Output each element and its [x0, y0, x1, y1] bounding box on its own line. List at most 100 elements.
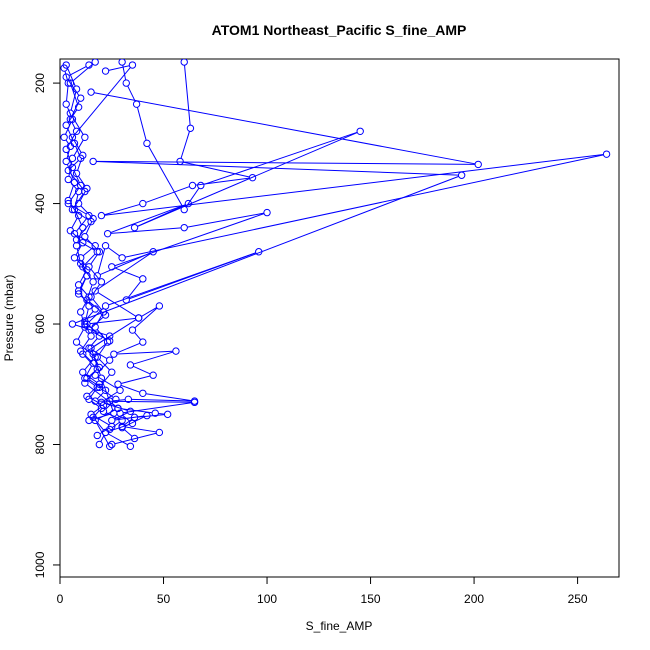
- data-point: [74, 290, 83, 298]
- series-segment: [124, 416, 145, 427]
- series-segment: [105, 401, 114, 410]
- data-point: [81, 133, 89, 142]
- data-point: [97, 278, 106, 286]
- series-segment: [90, 338, 98, 347]
- series-segment: [145, 186, 190, 203]
- data-point: [151, 409, 159, 417]
- series-segment: [66, 152, 72, 165]
- data-point: [72, 169, 81, 178]
- series-segment: [66, 86, 69, 102]
- series-segment: [78, 223, 90, 238]
- data-point: [356, 127, 364, 135]
- data-point: [248, 173, 257, 182]
- data-point: [155, 428, 164, 437]
- series-segment: [76, 217, 88, 232]
- series-segment: [80, 286, 88, 295]
- series-segment: [136, 107, 147, 141]
- data-point: [139, 199, 147, 208]
- y-tick-label: 400: [33, 193, 47, 213]
- data-point: [101, 67, 110, 75]
- data-point: [97, 211, 106, 220]
- data-point: [95, 332, 104, 340]
- data-point: [105, 356, 114, 364]
- data-point: [139, 389, 147, 397]
- series-segment: [97, 376, 118, 390]
- data-point: [77, 94, 85, 102]
- data-point: [110, 350, 118, 358]
- series-segment: [80, 205, 92, 217]
- series-segment: [82, 338, 90, 349]
- data-point: [62, 73, 70, 81]
- series-segment: [99, 359, 110, 371]
- series-segment: [89, 379, 104, 389]
- data-point: [118, 416, 126, 425]
- data-point: [72, 338, 81, 346]
- data-point: [122, 79, 130, 87]
- series-segment: [84, 359, 94, 371]
- series-segment: [84, 356, 96, 368]
- series-segment: [103, 391, 118, 402]
- data-point: [143, 139, 151, 148]
- data-point: [91, 371, 99, 379]
- series-segment: [69, 172, 84, 190]
- series-segment: [131, 398, 192, 402]
- series-segment: [134, 307, 158, 329]
- data-point: [180, 59, 188, 66]
- series-4: [68, 88, 482, 450]
- series-segment: [77, 158, 83, 171]
- series-segment: [70, 85, 79, 105]
- data-point: [91, 242, 99, 250]
- data-point: [149, 371, 157, 379]
- data-point: [116, 386, 124, 394]
- data-point: [62, 100, 70, 108]
- data-point: [184, 199, 193, 208]
- data-point: [81, 317, 89, 325]
- series-segment: [74, 67, 131, 136]
- series-1: [83, 59, 364, 449]
- data-point: [126, 361, 135, 369]
- series-segment: [94, 92, 476, 165]
- data-point: [103, 338, 112, 346]
- series-segment: [84, 253, 96, 265]
- data-point: [81, 379, 89, 387]
- series-segment: [195, 177, 250, 186]
- series-segment: [141, 307, 157, 317]
- series-segment: [123, 402, 192, 414]
- data-point: [83, 374, 91, 382]
- series-segment: [85, 365, 93, 376]
- data-point: [91, 287, 99, 295]
- data-point: [188, 181, 197, 190]
- series-segment: [64, 70, 68, 81]
- x-tick-label: 100: [257, 592, 277, 606]
- data-point: [95, 248, 104, 256]
- data-point: [99, 407, 108, 416]
- series-5: [62, 59, 199, 450]
- series-segment: [127, 281, 142, 298]
- series-segment: [104, 402, 128, 411]
- data-point: [114, 380, 122, 388]
- data-point: [128, 419, 137, 428]
- series-segment: [114, 432, 157, 445]
- series-segment: [148, 145, 184, 208]
- data-point: [95, 383, 104, 391]
- series-segment: [133, 351, 174, 365]
- x-tick-label: 150: [361, 592, 381, 606]
- series-segment: [116, 342, 141, 354]
- data-point: [190, 398, 199, 407]
- series-segment: [86, 311, 94, 319]
- series-segment: [73, 139, 82, 153]
- data-point: [68, 163, 77, 172]
- series-segment: [145, 393, 192, 402]
- data-point: [134, 314, 143, 322]
- series-segment: [117, 350, 173, 355]
- data-point: [103, 229, 112, 238]
- series-segment: [99, 427, 110, 435]
- series-segment: [107, 247, 120, 257]
- data-point: [155, 302, 164, 310]
- series-segment: [104, 203, 140, 216]
- series-segment: [124, 429, 133, 437]
- series-segment: [94, 410, 100, 416]
- data-point: [89, 214, 97, 223]
- series-segment: [75, 175, 459, 324]
